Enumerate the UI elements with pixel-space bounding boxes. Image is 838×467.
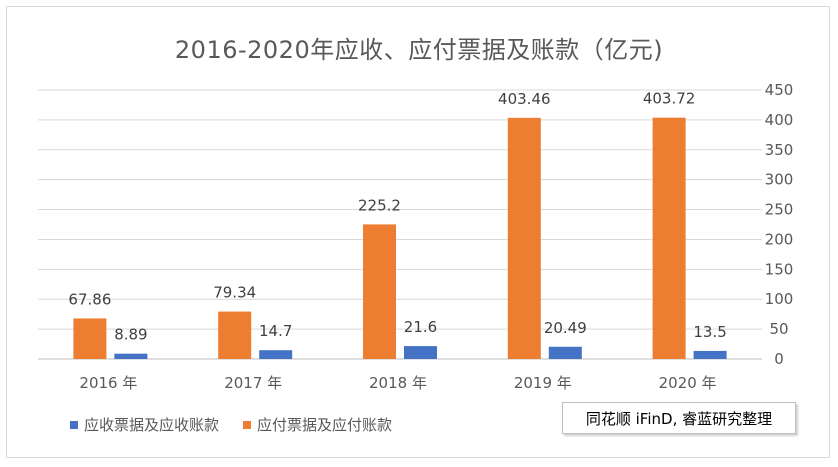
- data-label-receivable: 20.49: [544, 319, 587, 337]
- x-tick-label: 2020 年: [659, 374, 717, 392]
- data-label-payable: 67.86: [68, 290, 111, 308]
- bar-payable: [652, 117, 686, 359]
- y-tick-label: 250: [765, 201, 794, 219]
- data-label-payable: 225.2: [358, 196, 401, 214]
- bar-payable: [73, 318, 107, 359]
- y-tick-label: 350: [765, 141, 794, 159]
- y-tick-label: 100: [765, 290, 794, 308]
- chart-frame: [6, 6, 830, 458]
- y-tick-label: 450: [765, 81, 794, 99]
- legend-swatch-receivable: [70, 420, 78, 429]
- data-label-payable: 79.34: [213, 284, 256, 302]
- x-tick-label: 2017 年: [224, 374, 282, 392]
- legend-item-payable: 应付票据及应付账款: [243, 414, 392, 435]
- bar-receivable: [693, 350, 727, 359]
- bar-payable: [507, 117, 541, 359]
- chart-title: 2016-2020年应收、应付票据及账款（亿元): [174, 36, 664, 64]
- y-tick-label: 0: [774, 350, 784, 368]
- bar-receivable: [404, 346, 437, 359]
- x-tick-label: 2019 年: [514, 374, 572, 392]
- legend-label-receivable: 应收票据及应收账款: [84, 416, 220, 434]
- bar-receivable: [114, 353, 148, 359]
- data-label-receivable: 8.89: [114, 326, 147, 344]
- legend-label-payable: 应付票据及应付账款: [257, 416, 393, 434]
- bar-payable: [218, 311, 252, 359]
- y-tick-label: 150: [765, 260, 794, 278]
- y-tick-label: 400: [765, 111, 794, 129]
- bar-receivable: [548, 346, 582, 359]
- x-tick-label: 2016 年: [79, 374, 137, 392]
- legend: 应收票据及应收账款 应付票据及应付账款: [70, 414, 392, 435]
- data-label-receivable: 14.7: [259, 322, 292, 340]
- bar-receivable: [259, 350, 293, 359]
- x-tick-label: 2018 年: [369, 374, 427, 392]
- legend-swatch-payable: [243, 420, 252, 429]
- data-label-payable: 403.46: [498, 90, 551, 108]
- legend-item-receivable: 应收票据及应收账款: [70, 414, 219, 435]
- y-tick-label: 200: [765, 230, 794, 248]
- bar-payable: [363, 224, 396, 359]
- source-note: 同花顺 iFinD, 睿蓝研究整理: [562, 402, 796, 434]
- y-tick-label: 300: [765, 171, 794, 189]
- y-tick-label: 50: [769, 320, 788, 338]
- data-label-payable: 403.72: [643, 90, 696, 108]
- data-label-receivable: 21.6: [404, 318, 437, 336]
- data-label-receivable: 13.5: [693, 323, 726, 341]
